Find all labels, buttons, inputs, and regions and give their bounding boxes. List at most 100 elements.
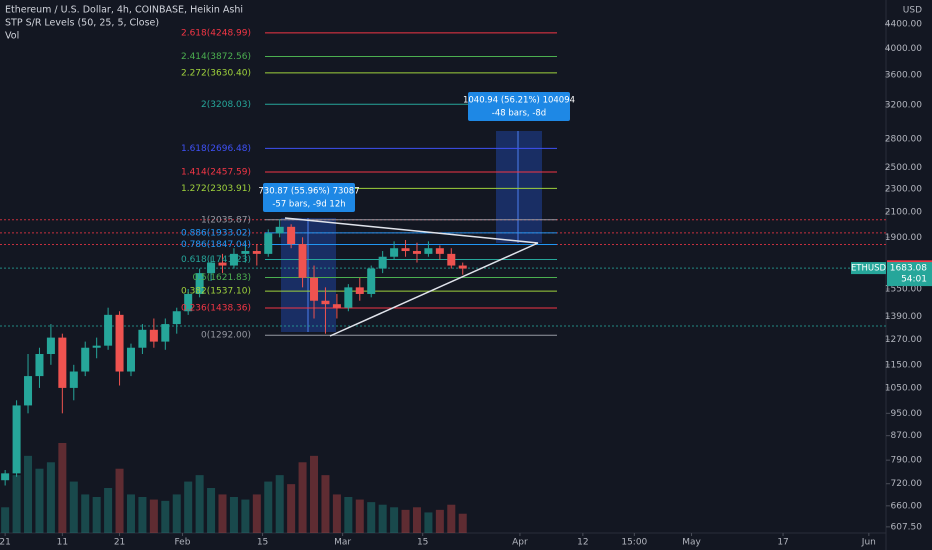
x-tick-label: Mar (334, 538, 351, 548)
candle-body (241, 251, 250, 254)
volume-bar (58, 443, 67, 533)
y-tick-label: 870.00 (891, 431, 923, 441)
volume-bar (435, 509, 444, 533)
volume-bar (195, 475, 204, 533)
candle-body (138, 329, 147, 348)
volume-bar (310, 455, 319, 533)
chart-title: Ethereum / U.S. Dollar, 4h, COINBASE, He… (5, 5, 243, 16)
candle-body (435, 248, 444, 254)
measure-text: 730.87 (55.96%) 73087 (258, 187, 359, 197)
symbol-tag-label: ETHUSD (851, 264, 887, 274)
x-tick-label: 15:00 (621, 538, 647, 548)
candle-layer (1, 219, 467, 486)
candle-body (69, 371, 78, 388)
y-tick-label: 1270.00 (885, 335, 922, 345)
candle-body (207, 262, 216, 274)
volume-bar (287, 484, 296, 533)
candle-body (287, 226, 296, 245)
currency-label: USD (903, 6, 922, 16)
volume-bar (264, 481, 273, 533)
y-tick-label: 2100.00 (885, 207, 922, 217)
fib-label: 0(1292.00) (201, 331, 251, 341)
volume-bar (207, 488, 216, 533)
candle-body (35, 353, 44, 377)
volume-bar (412, 507, 421, 533)
x-tick-label: Jun (861, 538, 876, 548)
volume-bar (69, 481, 78, 533)
y-tick-label: 2500.00 (885, 163, 922, 173)
y-tick-label: 1550.00 (885, 285, 922, 295)
volume-bar (1, 507, 10, 533)
x-tick-label: 12 (577, 538, 588, 548)
y-tick-label: 1050.00 (885, 383, 922, 393)
indicator-label: STP S/R Levels (50, 25, 5, Close) (5, 18, 159, 29)
candle-body (390, 248, 399, 257)
y-tick-label: 660.00 (891, 501, 923, 511)
indicator-label: Vol (5, 31, 19, 42)
y-tick-label: 790.00 (891, 456, 923, 466)
volume-bar (12, 475, 21, 533)
candle-body (195, 273, 204, 294)
y-tick-label: 1390.00 (885, 312, 922, 322)
candle-body (149, 329, 158, 342)
volume-bar (252, 494, 261, 533)
y-tick-label: 950.00 (891, 409, 923, 419)
volume-bar (138, 497, 147, 533)
candle-body (401, 248, 410, 252)
volume-bar (46, 462, 55, 533)
candle-body (321, 300, 330, 305)
volume-bar (321, 475, 330, 533)
volume-bar (172, 494, 181, 533)
volume-bar (92, 497, 101, 533)
x-tick-label: 15 (257, 538, 268, 548)
fib-label: 0.5(1621.83) (192, 273, 251, 283)
y-tick-label: 1150.00 (885, 360, 922, 370)
volume-bar (241, 499, 250, 533)
candle-body (115, 314, 124, 372)
trend-line (329, 242, 539, 337)
candle-body (1, 473, 10, 481)
candle-body (12, 405, 21, 474)
candle-body (264, 233, 273, 254)
y-tick-label: 2300.00 (885, 184, 922, 194)
fib-label: 1.414(2457.59) (181, 167, 251, 177)
x-tick-label: 15 (417, 538, 428, 548)
volume-bar (218, 494, 227, 533)
candle-body (92, 345, 101, 348)
fib-label: 1.618(2696.48) (181, 144, 251, 154)
candle-body (24, 376, 33, 406)
candle-body (424, 248, 433, 254)
volume-bar (115, 468, 124, 533)
candle-body (344, 287, 353, 308)
x-tick-label: Feb (174, 538, 190, 548)
volume-bar (332, 494, 341, 533)
candle-body (275, 226, 284, 234)
volume-layer (1, 443, 467, 533)
candle-body (458, 265, 467, 269)
level-layer (0, 32, 886, 336)
fib-label: 1(2035.87) (201, 215, 251, 225)
volume-bar (378, 504, 387, 533)
candle-body (104, 314, 113, 346)
volume-bar (458, 513, 467, 533)
countdown: 54:01 (901, 275, 927, 285)
candle-body (252, 251, 261, 254)
volume-bar (81, 494, 90, 533)
y-tick-label: 1900.00 (885, 233, 922, 243)
measure-text: -57 bars, -9d 12h (272, 200, 345, 210)
fib-label: 0.786(1847.04) (181, 240, 251, 250)
candle-body (58, 337, 67, 388)
candle-body (298, 244, 307, 278)
fib-label: 2.272(3630.40) (181, 68, 251, 78)
volume-bar (35, 468, 44, 533)
volume-bar (367, 502, 376, 533)
y-tick-label: 3200.00 (885, 100, 922, 110)
candle-body (332, 304, 341, 308)
fib-label: 2(3208.03) (201, 100, 251, 110)
x-tick-label: 21 (114, 538, 125, 548)
price-tag-label: 1683.08 (890, 264, 927, 274)
measure-box (263, 183, 355, 212)
fib-label: 2.618(4248.99) (181, 28, 251, 38)
y-tick-label: 4400.00 (885, 20, 922, 30)
